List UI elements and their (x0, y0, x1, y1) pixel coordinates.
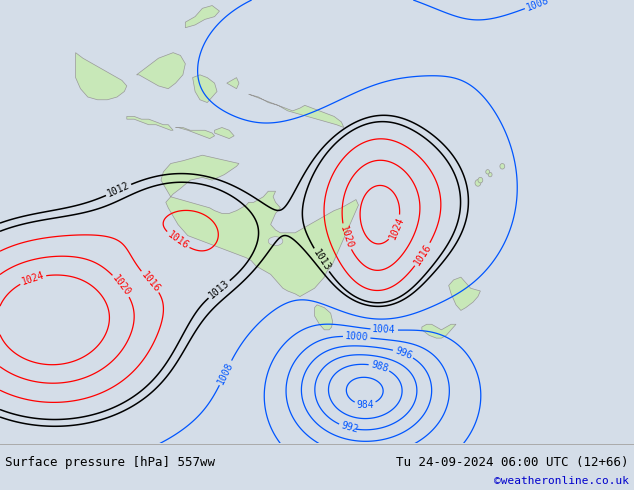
Text: 1013: 1013 (311, 247, 332, 272)
Polygon shape (249, 94, 344, 127)
Text: 1024: 1024 (387, 215, 406, 241)
Text: Tu 24-09-2024 06:00 UTC (12+66): Tu 24-09-2024 06:00 UTC (12+66) (396, 457, 629, 469)
Polygon shape (449, 277, 481, 311)
Polygon shape (127, 117, 173, 130)
Polygon shape (314, 305, 333, 330)
Text: 1016: 1016 (165, 229, 190, 251)
Text: 992: 992 (339, 420, 359, 435)
Polygon shape (227, 77, 239, 89)
Text: 1020: 1020 (338, 224, 354, 249)
Polygon shape (75, 52, 127, 100)
Text: 1008: 1008 (216, 360, 235, 386)
Text: 1024: 1024 (20, 270, 46, 287)
Text: 996: 996 (393, 345, 413, 361)
Polygon shape (478, 177, 483, 183)
Text: 1004: 1004 (372, 324, 396, 335)
Polygon shape (176, 127, 214, 139)
Polygon shape (268, 237, 283, 245)
Polygon shape (486, 170, 489, 174)
Text: 1012: 1012 (106, 180, 131, 199)
Polygon shape (185, 5, 219, 28)
Text: 1020: 1020 (110, 273, 133, 298)
Text: 1013: 1013 (207, 278, 231, 300)
Text: 1000: 1000 (345, 331, 369, 343)
Text: 1016: 1016 (139, 270, 162, 294)
Text: Surface pressure [hPa] 557ww: Surface pressure [hPa] 557ww (5, 457, 215, 469)
Polygon shape (422, 324, 456, 338)
Polygon shape (500, 164, 505, 169)
Text: 984: 984 (356, 399, 374, 410)
Text: 1016: 1016 (412, 242, 434, 267)
Polygon shape (488, 172, 492, 177)
Polygon shape (214, 127, 234, 139)
Polygon shape (193, 75, 217, 102)
Polygon shape (161, 155, 358, 296)
Text: 1008: 1008 (525, 0, 550, 13)
Text: ©weatheronline.co.uk: ©weatheronline.co.uk (494, 476, 629, 486)
Text: 988: 988 (370, 360, 389, 374)
Polygon shape (136, 52, 185, 89)
Polygon shape (475, 180, 481, 186)
